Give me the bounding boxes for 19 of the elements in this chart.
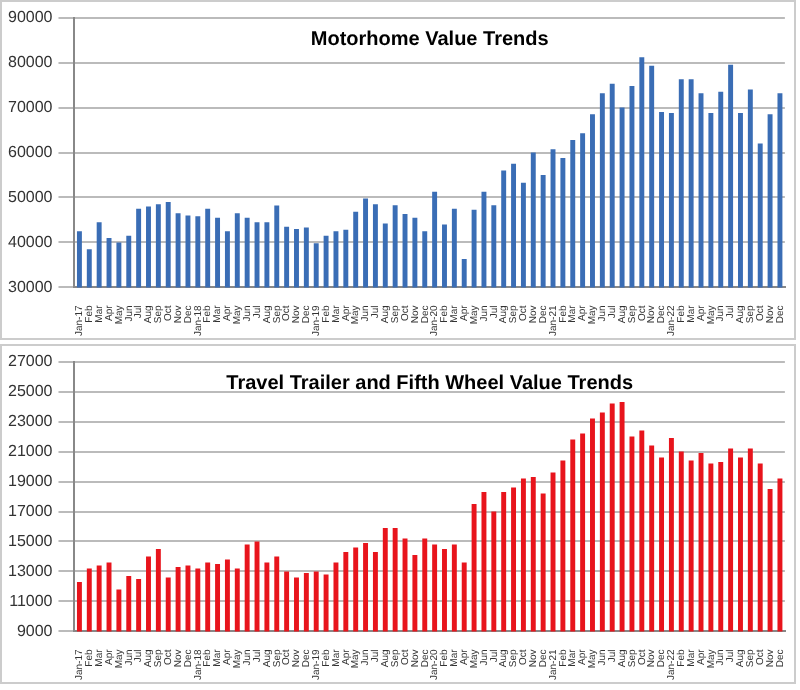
text: Motorhome Value Trends <box>310 29 550 52</box>
y-tick-label: 60000 <box>7 142 54 161</box>
y-tick-label: 25000 <box>7 381 54 400</box>
text: Travel Trailer and Fifth Wheel Value Trends <box>226 373 634 396</box>
y-tick-label: 13000 <box>7 561 54 580</box>
y-tick-label: 21000 <box>7 441 54 460</box>
y-tick-label: 90000 <box>7 8 54 27</box>
y-tick-label: 80000 <box>7 52 54 71</box>
y-tick-label: 70000 <box>7 97 54 116</box>
y-tick-label: 30000 <box>7 277 54 296</box>
y-tick-label: 23000 <box>7 411 54 430</box>
y-tick-label: 50000 <box>7 187 54 206</box>
y-tick-label: 40000 <box>7 232 54 251</box>
y-tick-label: 27000 <box>7 352 54 371</box>
y-tick-label: 19000 <box>7 471 54 490</box>
y-tick-label: 9000 <box>16 621 54 640</box>
y-tick-label: 15000 <box>7 531 54 550</box>
y-tick-label: 17000 <box>7 501 54 520</box>
y-tick-label: 11000 <box>9 591 54 610</box>
